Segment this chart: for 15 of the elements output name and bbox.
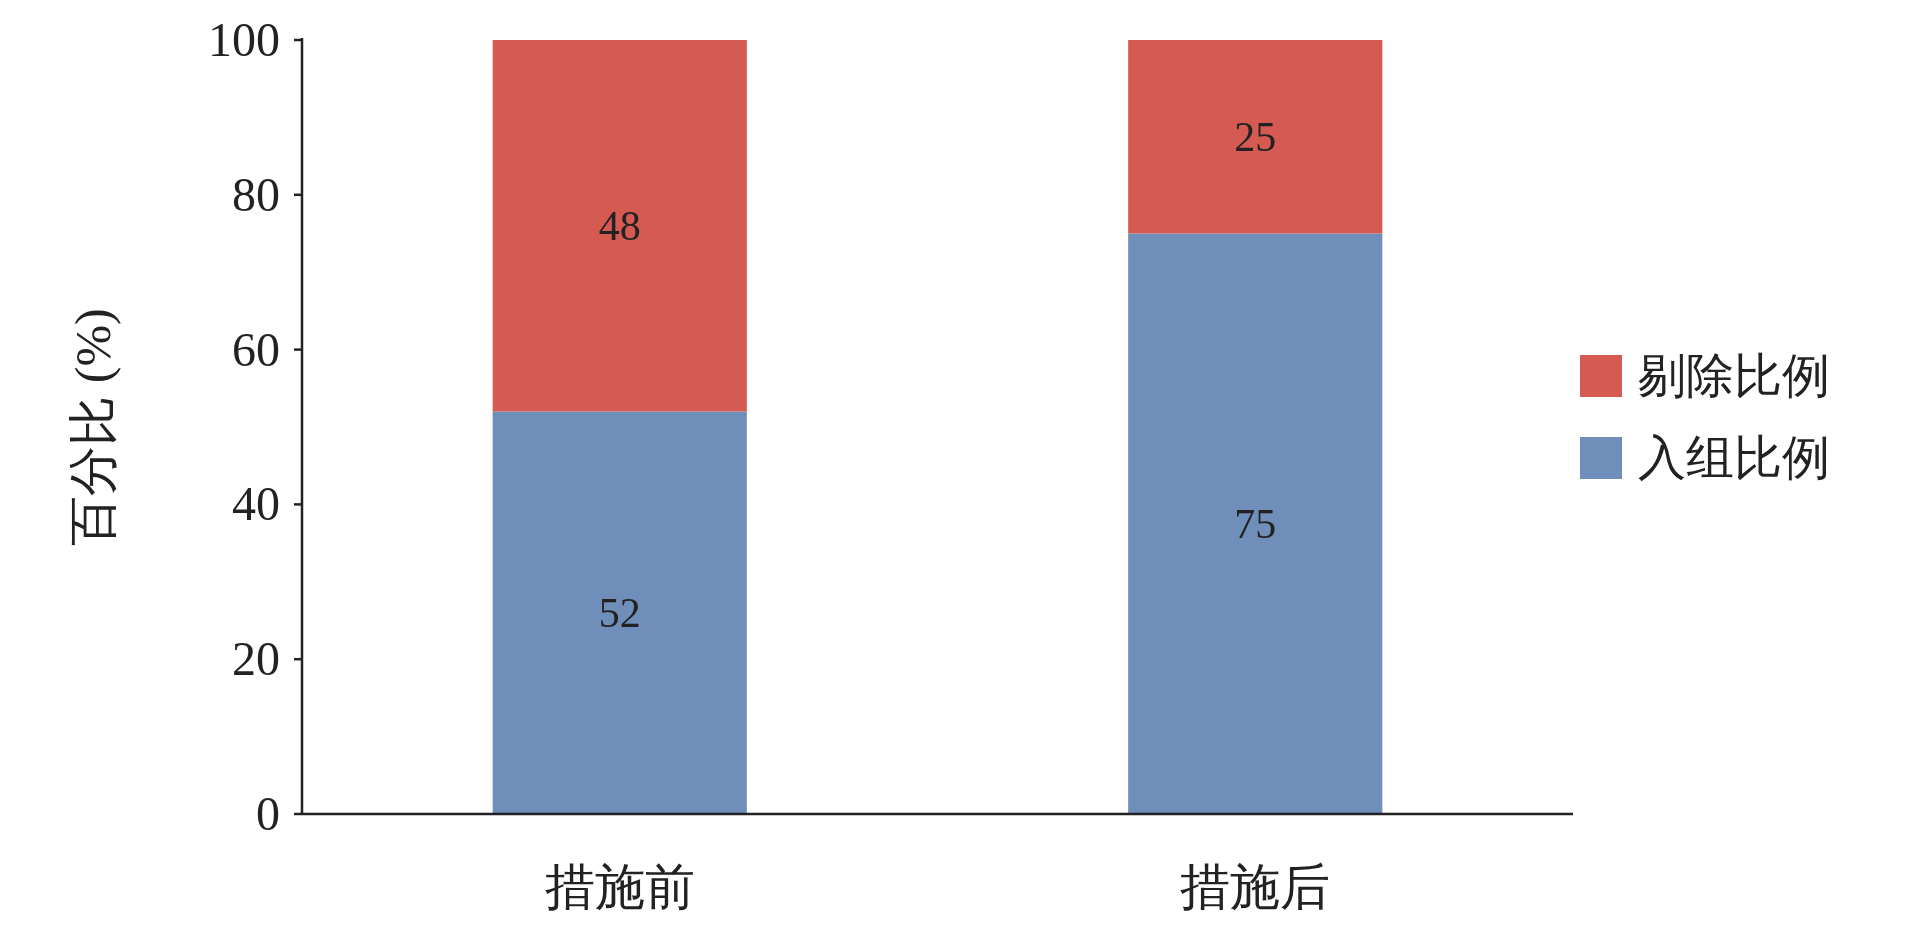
y-tick-label: 20 <box>232 632 280 686</box>
x-tick-label: 措施后 <box>1180 859 1331 915</box>
y-axis-title: 百分比 (%) <box>65 308 121 546</box>
data-label: 52 <box>598 589 641 636</box>
x-tick-label: 措施前 <box>544 859 695 915</box>
y-tick-label: 40 <box>232 477 280 531</box>
y-tick-label: 100 <box>208 13 280 66</box>
y-tick-label: 80 <box>232 167 280 221</box>
y-tick-label: 0 <box>256 787 280 840</box>
legend-label: 入组比例 <box>1638 431 1830 484</box>
legend-label: 剔除比例 <box>1638 349 1830 402</box>
data-label: 75 <box>1234 500 1277 547</box>
y-tick-label: 60 <box>232 322 280 376</box>
data-label: 25 <box>1234 113 1277 160</box>
data-label: 48 <box>598 202 641 249</box>
